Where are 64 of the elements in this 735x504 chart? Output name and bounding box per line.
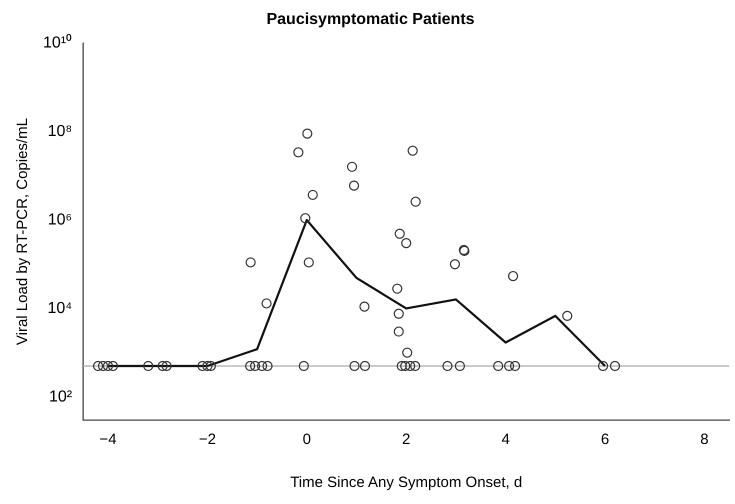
y-tick-label: 10⁶ [48, 211, 72, 228]
x-tick-label: −2 [198, 431, 216, 448]
point [245, 360, 256, 372]
x-tick-label: 2 [402, 431, 410, 448]
point [202, 360, 212, 372]
point [298, 360, 309, 372]
point [493, 360, 504, 372]
point [396, 360, 407, 372]
point [300, 213, 310, 224]
point [442, 360, 453, 372]
point [108, 360, 118, 372]
point [143, 360, 154, 372]
point [261, 298, 272, 309]
point [262, 360, 273, 372]
x-axis-title: Time Since Any Symptom Onset, d [290, 474, 522, 492]
point [102, 360, 114, 372]
point [401, 238, 412, 248]
point [346, 162, 358, 172]
point [246, 257, 256, 268]
point [394, 228, 405, 239]
point [92, 360, 104, 372]
point [206, 360, 216, 372]
point [410, 196, 421, 207]
x-tick-label: 4 [501, 431, 510, 448]
point [405, 360, 416, 372]
point [504, 360, 514, 372]
x-tick-label: 6 [600, 431, 610, 448]
point [158, 360, 168, 372]
x-tick-label: −4 [99, 431, 117, 448]
point [394, 308, 404, 319]
point [256, 360, 268, 372]
point [598, 360, 608, 372]
chart-title: Paucisymptomatic Patients [266, 11, 475, 28]
point [302, 128, 312, 139]
y-tick-label: 10⁸ [48, 123, 72, 140]
point [410, 360, 420, 372]
point [348, 180, 360, 191]
point [162, 360, 172, 372]
point [197, 360, 208, 372]
y-tick-label: 10⁴ [47, 300, 72, 317]
point [98, 360, 108, 372]
y-axis-title: Viral Load by RT-PCR, Copies/mL [14, 118, 32, 346]
point [360, 360, 370, 372]
x-tick-label: 0 [302, 431, 311, 448]
point [394, 326, 404, 337]
point [392, 284, 402, 294]
point [304, 257, 314, 268]
point [454, 360, 465, 372]
y-tick-label: 10² [49, 388, 73, 406]
point [508, 270, 518, 282]
point [359, 302, 370, 312]
point [402, 348, 412, 358]
point [250, 360, 260, 372]
point [293, 147, 304, 158]
point [408, 146, 418, 156]
point [349, 360, 360, 372]
point [610, 360, 620, 372]
point [450, 259, 460, 270]
y-tick-label: 10¹⁰ [43, 34, 72, 52]
x-tick-label: 8 [700, 431, 709, 448]
point [308, 190, 318, 200]
point [510, 360, 520, 372]
point [562, 310, 572, 321]
point [400, 360, 410, 372]
